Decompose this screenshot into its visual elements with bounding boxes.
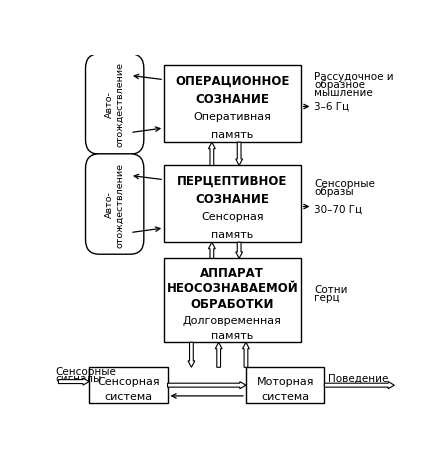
Text: система: система xyxy=(261,392,309,401)
Text: Сенсорные: Сенсорные xyxy=(56,366,117,376)
Polygon shape xyxy=(236,143,242,166)
Polygon shape xyxy=(209,143,215,166)
Text: СОЗНАНИЕ: СОЗНАНИЕ xyxy=(195,193,269,206)
Text: Авто-
отождествление: Авто- отождествление xyxy=(105,63,125,147)
Text: ОПЕРАЦИОННОЕ: ОПЕРАЦИОННОЕ xyxy=(175,75,290,88)
Text: Авто-
отождествление: Авто- отождествление xyxy=(105,162,125,247)
Polygon shape xyxy=(236,243,242,259)
Polygon shape xyxy=(209,243,215,259)
Text: мышление: мышление xyxy=(314,88,373,98)
Text: память: память xyxy=(211,130,253,140)
Polygon shape xyxy=(168,382,246,389)
Text: 3–6 Гц: 3–6 Гц xyxy=(314,101,349,111)
Text: память: память xyxy=(211,230,253,239)
FancyBboxPatch shape xyxy=(246,368,324,403)
FancyBboxPatch shape xyxy=(164,259,301,343)
Text: ПЕРЦЕПТИВНОЕ: ПЕРЦЕПТИВНОЕ xyxy=(177,175,287,188)
FancyBboxPatch shape xyxy=(85,55,144,155)
Text: система: система xyxy=(104,392,152,401)
Text: память: память xyxy=(211,331,253,341)
Text: Сенсорная: Сенсорная xyxy=(201,212,264,222)
Polygon shape xyxy=(324,382,394,389)
Text: Моторная: Моторная xyxy=(257,376,314,386)
Text: Сенсорная: Сенсорная xyxy=(97,376,160,386)
FancyBboxPatch shape xyxy=(85,155,144,255)
Text: Рассудочное и: Рассудочное и xyxy=(314,72,394,82)
Text: Долговременная: Долговременная xyxy=(183,315,282,325)
Text: образы: образы xyxy=(314,187,354,197)
Text: Сотни: Сотни xyxy=(314,284,348,294)
Polygon shape xyxy=(59,378,89,385)
Polygon shape xyxy=(215,343,222,368)
Text: образное: образное xyxy=(314,80,365,90)
Text: 30–70 Гц: 30–70 Гц xyxy=(314,204,362,214)
Text: СОЗНАНИЕ: СОЗНАНИЕ xyxy=(195,93,269,106)
Text: Оперативная: Оперативная xyxy=(194,112,271,122)
FancyBboxPatch shape xyxy=(89,368,168,403)
Text: Поведение: Поведение xyxy=(328,373,388,383)
Text: Сенсорные: Сенсорные xyxy=(314,179,375,189)
FancyBboxPatch shape xyxy=(164,166,301,243)
Text: сигналы: сигналы xyxy=(56,373,102,383)
Polygon shape xyxy=(242,343,249,368)
Text: НЕОСОЗНАВАЕМОЙ: НЕОСОЗНАВАЕМОЙ xyxy=(166,282,298,295)
FancyBboxPatch shape xyxy=(164,66,301,143)
Polygon shape xyxy=(188,343,195,368)
Text: ОБРАБОТКИ: ОБРАБОТКИ xyxy=(191,298,274,311)
Text: АППАРАТ: АППАРАТ xyxy=(200,266,264,279)
Text: герц: герц xyxy=(314,292,340,302)
